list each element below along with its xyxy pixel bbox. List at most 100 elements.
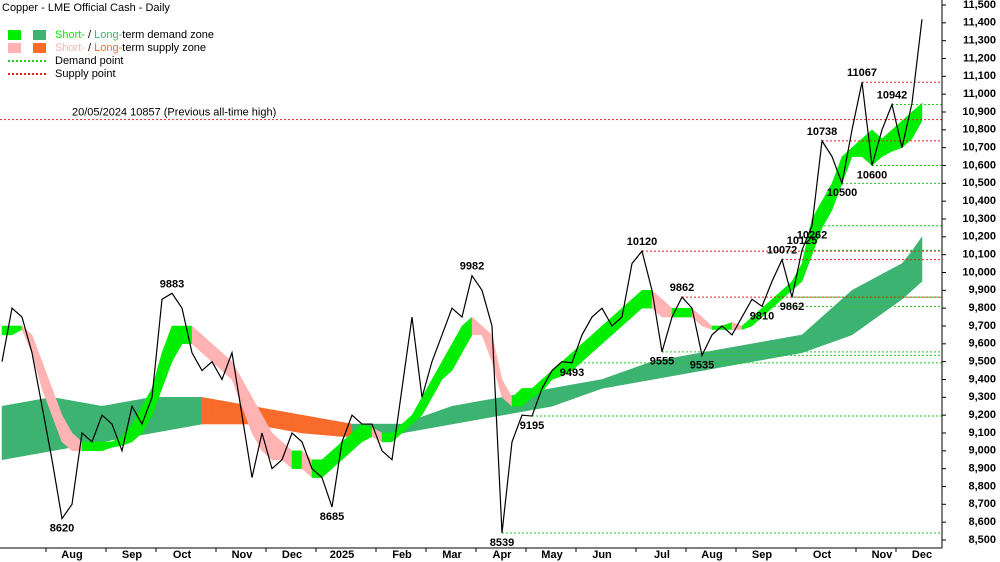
- long-band-segment: [621, 368, 633, 386]
- legend-label: Short- / Long-term supply zone: [55, 42, 206, 54]
- y-tick-label: 8,600: [968, 516, 996, 528]
- legend-sep: /: [85, 29, 94, 41]
- labels: 20/05/2024 10857 (Previous all-time high…: [50, 67, 908, 549]
- legend-rest: term demand zone: [122, 29, 214, 41]
- y-tick-label: 8,800: [968, 480, 996, 492]
- x-tick-label: Jun: [592, 549, 612, 561]
- long-band-segment: [31, 398, 43, 455]
- y-tick-label: 11,300: [963, 35, 996, 47]
- short-band-segment: [601, 316, 613, 345]
- extreme-label: 11067: [847, 67, 877, 79]
- extreme-label: 10072: [767, 245, 798, 257]
- long-band-segment: [821, 307, 833, 346]
- short-band-segment: [661, 298, 673, 318]
- short-band-segment: [641, 290, 653, 309]
- extreme-label: 10600: [857, 169, 888, 181]
- y-tick-label: 11,400: [963, 17, 996, 29]
- long-band-segment: [281, 411, 293, 432]
- short-band-segment: [311, 459, 323, 478]
- y-tick-label: 8,900: [968, 463, 996, 475]
- extreme-label: 9555: [650, 356, 674, 368]
- extreme-label: 9493: [560, 367, 584, 379]
- short-band-segment: [381, 432, 393, 443]
- legend-swatch: [8, 43, 21, 53]
- short-band-segment: [271, 432, 283, 460]
- long-band-segment: [611, 371, 623, 387]
- y-tick-label: 8,500: [968, 534, 996, 546]
- short-band-segment: [101, 441, 113, 452]
- x-tick-label: Aug: [61, 549, 82, 561]
- long-band-segment: [161, 397, 173, 432]
- legend-label: Demand point: [55, 55, 124, 67]
- legend-long: Long-: [94, 29, 122, 41]
- x-tick-label: Sep: [122, 549, 142, 561]
- long-band-segment: [731, 345, 743, 366]
- y-tick-label: 11,500: [963, 0, 996, 11]
- long-band-segment: [311, 416, 323, 436]
- extreme-label: 10125: [787, 235, 818, 247]
- long-band-segment: [571, 382, 583, 400]
- y-tick-label: 10,700: [962, 142, 996, 154]
- extreme-label: 9810: [750, 310, 774, 322]
- short-band-segment: [161, 325, 173, 389]
- long-band-segment: [751, 341, 763, 362]
- long-band-segment: [601, 375, 613, 389]
- short-band-segment: [291, 450, 303, 469]
- x-tick-label: Jul: [654, 549, 670, 561]
- y-tick-label: 9,200: [968, 409, 996, 421]
- extreme-label: 9195: [520, 420, 544, 432]
- long-band-segment: [461, 402, 473, 423]
- long-band-segment: [21, 400, 33, 457]
- legend-label: Supply point: [55, 68, 116, 80]
- annotation: 20/05/2024 10857 (Previous all-time high…: [72, 107, 276, 119]
- x-tick-label: Oct: [813, 549, 832, 561]
- short-band-segment: [421, 378, 433, 417]
- y-tick-label: 11,200: [963, 52, 996, 64]
- short-band-segment: [461, 316, 473, 354]
- long-band-segment: [791, 334, 803, 355]
- extreme-label: 10942: [877, 89, 908, 101]
- y-tick-label: 10,200: [962, 231, 996, 243]
- long-band-segment: [861, 279, 873, 329]
- short-band-segment: [791, 262, 803, 291]
- y-tick-label: 8,700: [968, 498, 996, 510]
- y-tick-label: 11,100: [963, 70, 996, 82]
- long-band-segment: [851, 284, 863, 336]
- legend-sep: /: [85, 42, 94, 54]
- short-band-segment: [911, 102, 923, 140]
- legend-swatch: [33, 43, 46, 53]
- long-band-segment: [811, 316, 823, 350]
- long-band-segment: [191, 397, 203, 427]
- y-tick-label: 10,600: [962, 159, 996, 171]
- long-band-segment: [81, 402, 93, 446]
- y-tick-label: 10,800: [962, 124, 996, 136]
- extreme-label: 10120: [627, 236, 658, 248]
- long-band-segment: [891, 263, 903, 307]
- extreme-label: 8539: [490, 537, 514, 549]
- long-band-segment: [171, 397, 183, 430]
- legend-swatch: [8, 30, 21, 40]
- extreme-label: 9862: [670, 282, 694, 294]
- long-band-segment: [431, 409, 443, 428]
- short-band-segment: [171, 325, 183, 363]
- long-band-segment: [561, 384, 573, 404]
- long-band-segment: [901, 250, 913, 300]
- long-band-segment: [181, 397, 193, 428]
- x-tick-label: 2025: [330, 549, 354, 561]
- legend-rest: term supply zone: [122, 42, 206, 54]
- extreme-label: 9883: [160, 278, 184, 290]
- short-band-segment: [721, 322, 733, 330]
- x-tick-label: Apr: [493, 549, 513, 561]
- long-band-segment: [481, 398, 493, 420]
- short-band-segment: [201, 334, 213, 363]
- long-band-segment: [911, 236, 923, 291]
- short-band-segment: [11, 325, 23, 336]
- short-band-segment: [631, 289, 643, 318]
- x-tick-label: Oct: [173, 549, 192, 561]
- short-band-segment: [431, 360, 443, 399]
- lines: [1, 19, 923, 534]
- x-tick-label: Nov: [872, 549, 894, 561]
- short-band-segment: [621, 298, 633, 327]
- y-tick-label: 9,400: [968, 373, 996, 385]
